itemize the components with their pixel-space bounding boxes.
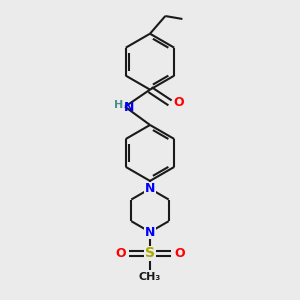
Text: H: H <box>114 100 124 110</box>
Text: O: O <box>174 96 184 110</box>
Text: CH₃: CH₃ <box>139 272 161 282</box>
Text: N: N <box>145 226 155 238</box>
Text: O: O <box>174 247 185 260</box>
Text: S: S <box>145 246 155 260</box>
Text: N: N <box>145 182 155 195</box>
Text: O: O <box>115 247 126 260</box>
Text: N: N <box>124 101 134 114</box>
